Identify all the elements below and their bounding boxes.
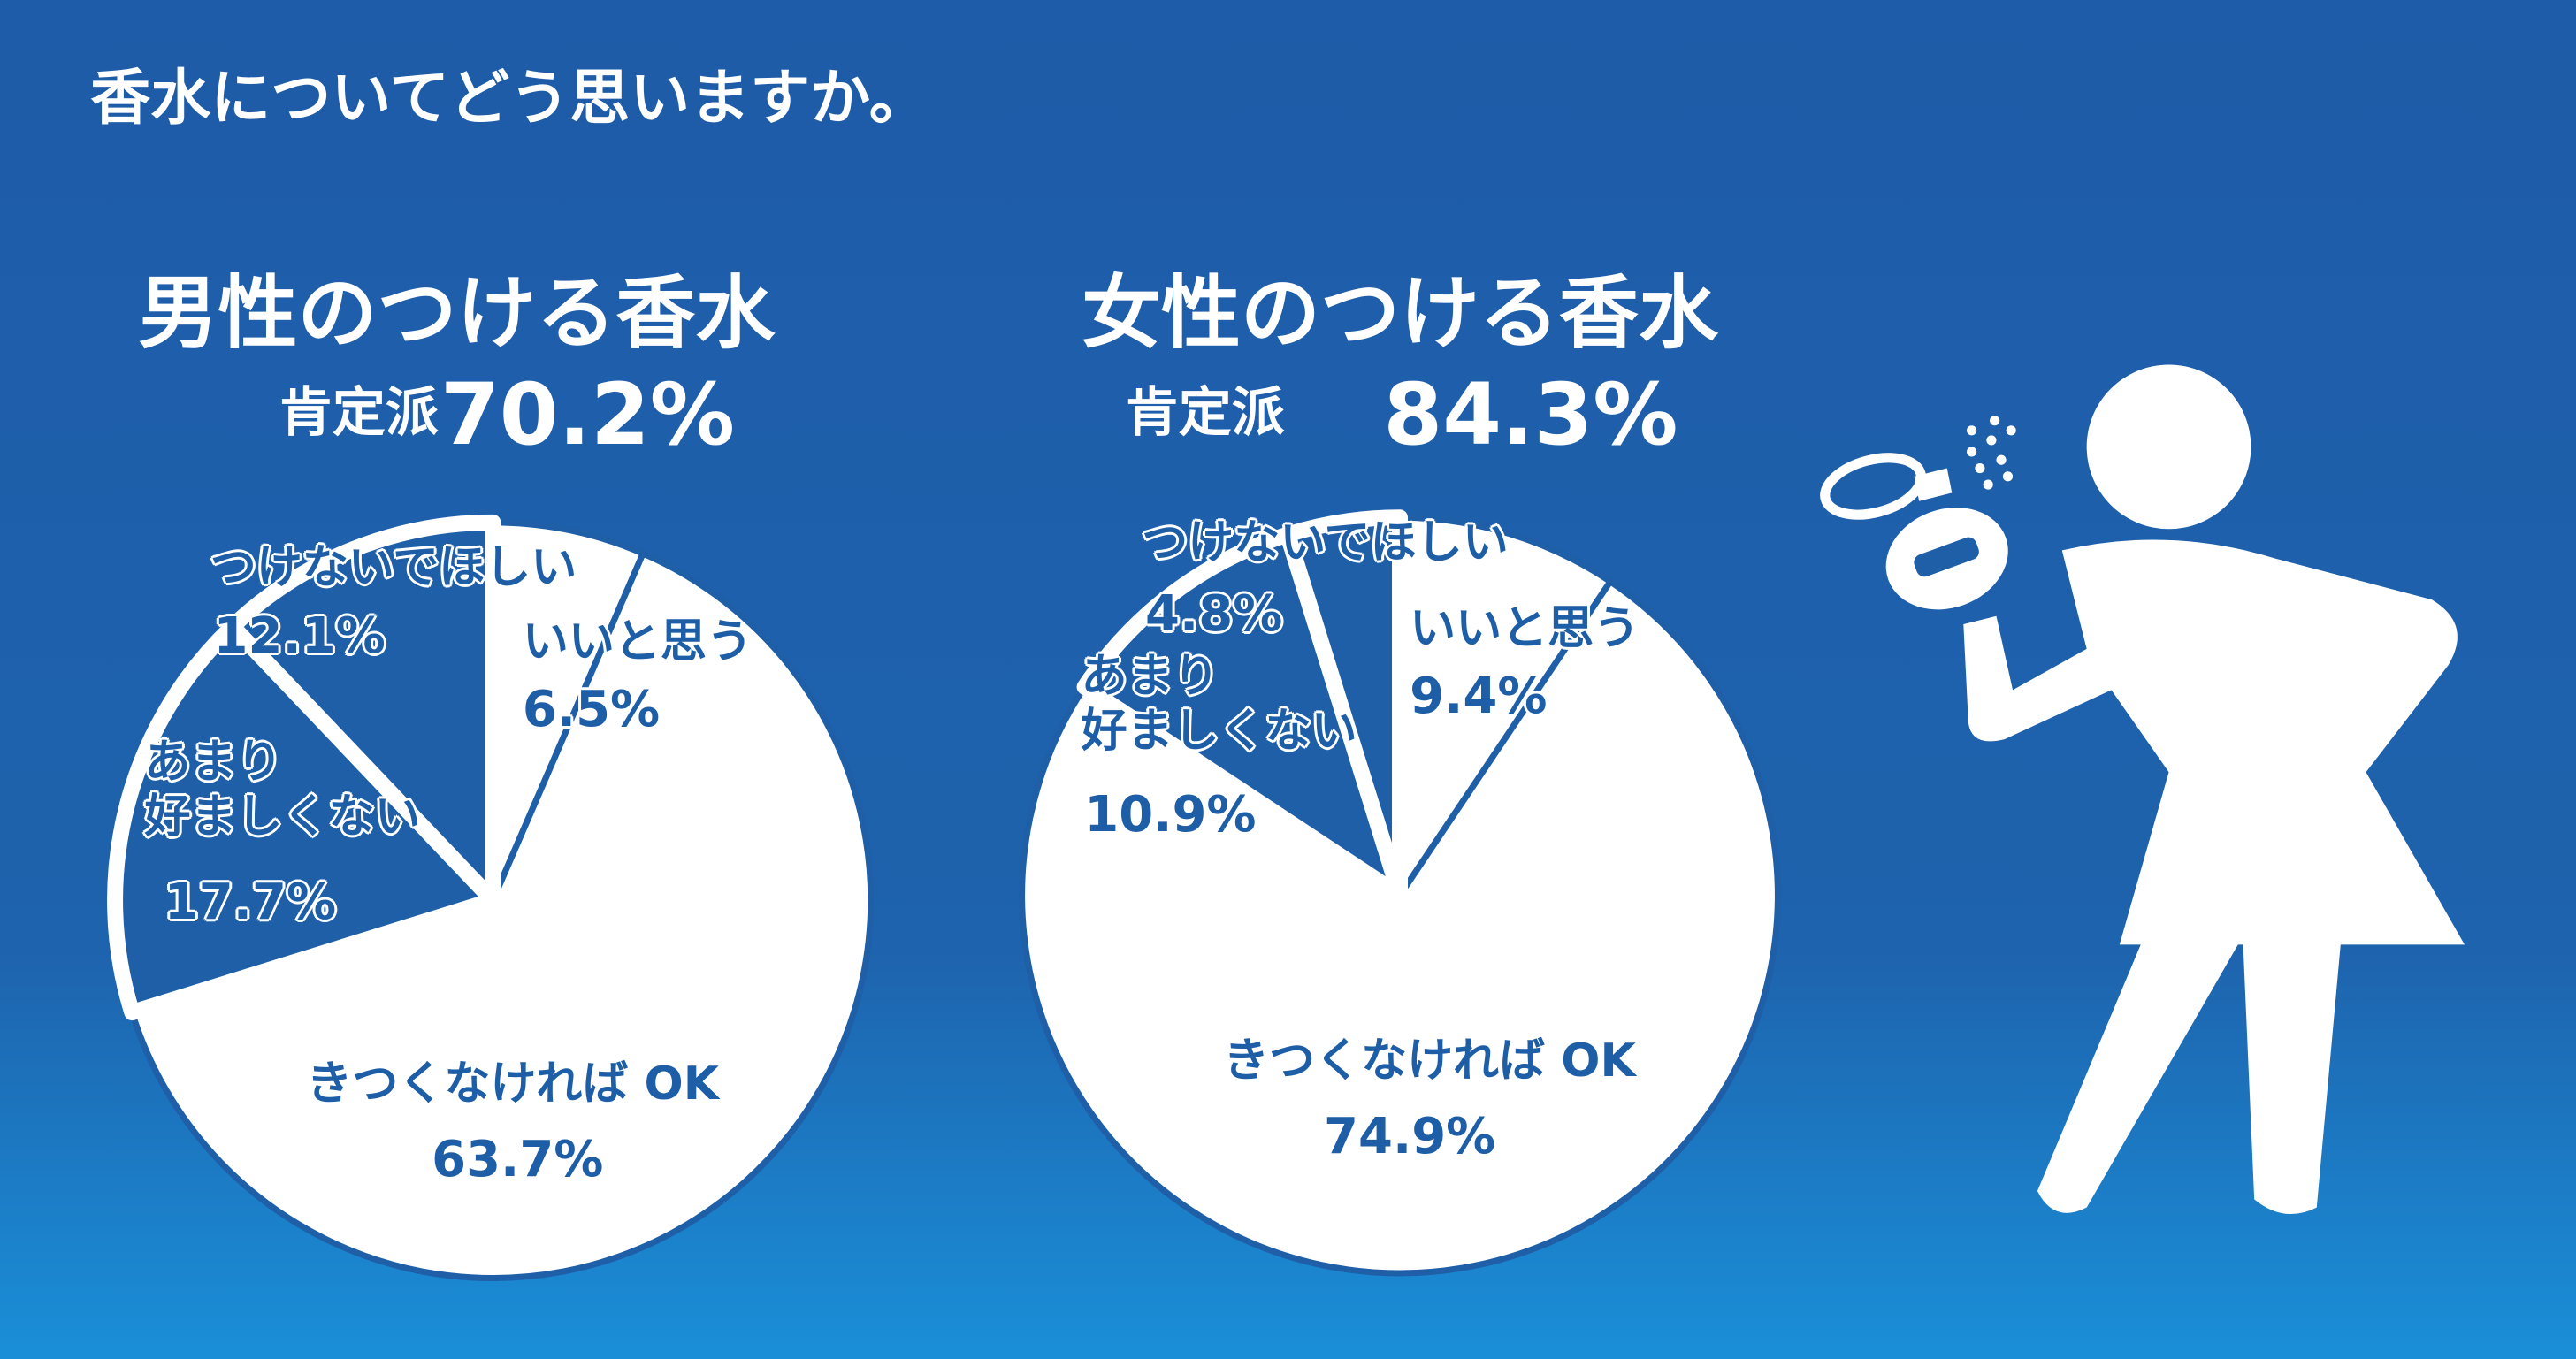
pie-slice	[128, 550, 875, 1281]
slice-value: 6.5%	[522, 681, 661, 739]
woman-spraying-icon	[1820, 364, 2465, 1215]
pie-title: 男性のつける香水	[138, 266, 776, 360]
slice-label: あまり 好ましくない	[144, 735, 421, 844]
pie-slice	[1076, 526, 1409, 904]
slice-value: 17.7%	[164, 873, 337, 931]
slice-value: 12.1%	[213, 607, 386, 665]
pie-slice	[1019, 578, 1781, 1277]
pie-title: 女性のつける香水	[1082, 266, 1719, 360]
slice-value: 74.9%	[1324, 1108, 1496, 1166]
pie-slice	[224, 514, 501, 909]
slice-label: きつくなければ OK	[306, 1057, 719, 1111]
summary-value: 84.3%	[1383, 365, 1678, 465]
slice-label: つけないでほしい	[1142, 516, 1509, 570]
summary-value: 70.2%	[440, 365, 735, 465]
slice-label: あまり 好ましくない	[1081, 649, 1357, 759]
slice-value: 10.9%	[1084, 786, 1257, 844]
slice-label: きつくなければ OK	[1223, 1034, 1636, 1088]
page-title: 香水についてどう思いますか。	[90, 63, 929, 134]
slice-label: いいと思う	[522, 615, 753, 668]
slice-value: 9.4%	[1410, 668, 1548, 726]
pie-slice	[107, 618, 501, 1021]
pie-slice	[1280, 509, 1409, 904]
slice-label: つけないでほしい	[210, 541, 577, 595]
spray-dots	[1967, 416, 2016, 490]
pie-slice	[1396, 514, 1614, 899]
summary-label: 肯定派	[279, 382, 439, 445]
summary-label: 肯定派	[1125, 382, 1285, 445]
slice-value: 4.8%	[1145, 585, 1283, 644]
slice-value: 63.7%	[432, 1131, 604, 1189]
slice-label: いいと思う	[1410, 602, 1640, 656]
